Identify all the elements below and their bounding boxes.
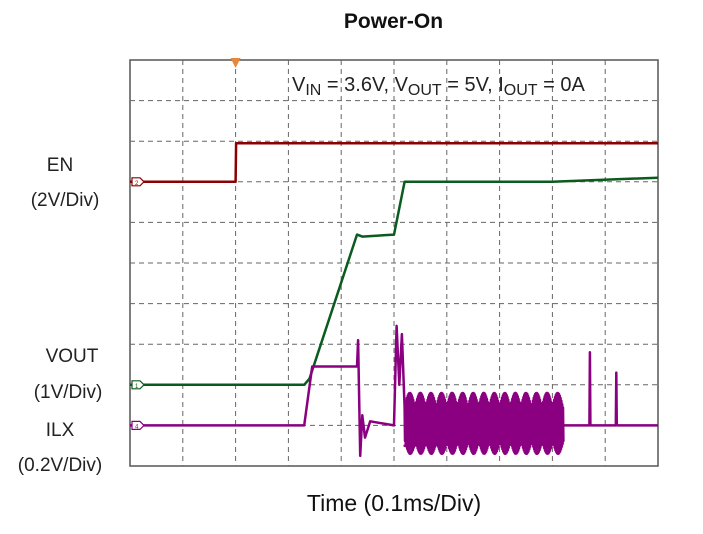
x-axis-label: Time (0.1ms/Div) — [306, 490, 482, 516]
channel-marker-ilx — [131, 420, 145, 430]
channel-number-en: 2 — [135, 181, 139, 187]
channel-number-ilx: 4 — [135, 424, 139, 430]
en-scale: (2V/Div) — [30, 190, 100, 211]
chart-title: Power-On — [343, 10, 444, 33]
channel-marker-en — [131, 177, 145, 187]
trace-ilx — [130, 324, 658, 458]
trace-vout — [130, 176, 659, 387]
ilx-scale: (0.2V/Div) — [17, 455, 103, 476]
trace-en — [130, 141, 658, 184]
vout-label: VOUT — [45, 346, 99, 367]
vout-scale: (1V/Div) — [33, 382, 103, 403]
en-label: EN — [46, 155, 74, 176]
channel-number-vout: 1 — [135, 384, 139, 390]
channel-marker-vout — [131, 380, 145, 390]
trigger-marker-icon — [230, 58, 241, 68]
conditions-annotation: VIN = 3.6V, VOUT = 5V, IOUT = 0A — [292, 74, 585, 99]
ilx-label: ILX — [45, 420, 75, 441]
